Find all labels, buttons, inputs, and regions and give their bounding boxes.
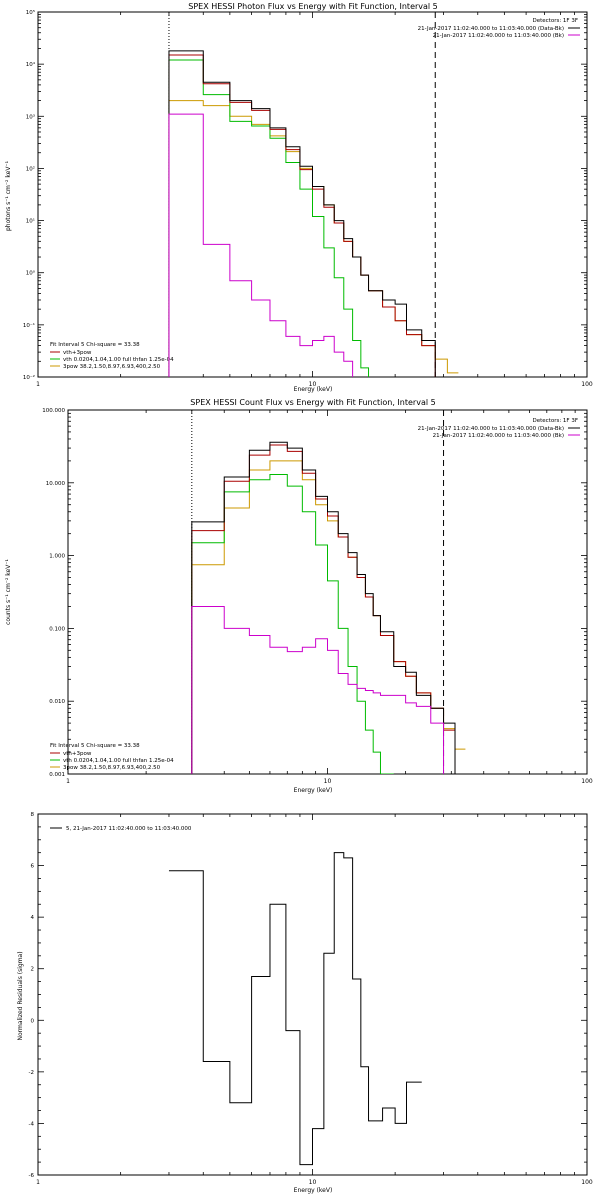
residuals-y-tick-label: 0	[31, 1018, 35, 1024]
residuals-y-tick-label: -4	[29, 1121, 35, 1127]
photon-flux-ylabel: photons s⁻¹ cm⁻² keV⁻¹	[5, 160, 12, 231]
count-flux-fit-header: Fit Interval 5 Chi-square = 33.38	[50, 743, 140, 749]
residuals-x-tick-label: 10	[309, 1179, 317, 1186]
residuals-series-layer	[168, 852, 422, 1166]
photon-flux-y-tick-label: 10⁴	[26, 61, 36, 68]
photon-flux-y-tick-label: 10⁰	[26, 270, 36, 277]
count-flux-x-tick-label: 10	[324, 778, 332, 785]
residuals-x-tick-label: 1	[36, 1179, 40, 1186]
photon-flux-series-data-bk	[168, 50, 436, 377]
count-flux-y-tick-label: 0.100	[49, 626, 65, 632]
count-flux-series-bk	[191, 605, 445, 774]
residuals-legend: 5, 21-Jan-2017 11:02:40.000 to 11:03:40.…	[66, 826, 192, 832]
count-flux-legend-vth: vth 0.0204,1.04,1.00 full thfan 1.25e-04	[63, 758, 174, 764]
count-flux-xlabel: Energy (keV)	[294, 787, 333, 794]
residuals-y-tick-label: -2	[29, 1070, 34, 1076]
residuals-y-tick-label: 2	[31, 967, 35, 973]
count-flux-series-layer	[191, 441, 466, 774]
photon-flux-x-tick-label: 1	[36, 381, 40, 388]
photon-flux-y-tick-label: 10³	[26, 113, 35, 120]
count-flux-plot: 1 10 100 0.001 0.010 0.100 1.000 10.000 100.000	[42, 408, 593, 785]
count-flux-detectors: Detectors: 1F 3F	[532, 418, 578, 424]
count-flux-legend-data-bk: 21-Jan-2017 11:02:40.000 to 11:03:40.000…	[418, 426, 564, 432]
residuals-y-tick-label: 8	[31, 812, 35, 818]
photon-flux-xlabel: Energy (keV)	[294, 386, 333, 393]
residuals-y-tick-label: 4	[31, 915, 35, 921]
count-flux-title: SPEX HESSI Count Flux vs Energy with Fit…	[190, 398, 435, 407]
photon-flux-detectors: Detectors: 1F 3F	[532, 18, 578, 24]
residuals-y-tick-label: 6	[31, 864, 35, 870]
photon-flux-y-tick-label: 10⁻²	[23, 374, 35, 381]
photon-flux-y-tick-label: 10⁵	[26, 9, 35, 16]
photon-flux-fit-header: Fit Interval 5 Chi-square = 33.38	[50, 342, 140, 348]
photon-flux-x-tick-label: 10	[309, 381, 317, 388]
count-flux-legend-3pow: 3pow 38.2,1.50,8.97,6.93,400,2.50	[63, 765, 161, 771]
photon-flux-legend-3pow: 3pow 38.2,1.50,8.97,6.93,400,2.50	[63, 364, 161, 370]
residuals-y-tick-label: -6	[29, 1173, 35, 1179]
photon-flux-series-bk	[168, 113, 423, 377]
count-flux-series-vth	[191, 474, 394, 774]
photon-flux-series-layer	[168, 50, 459, 377]
residuals-xlabel: Energy (keV)	[294, 1187, 333, 1194]
count-flux-panel: SPEX HESSI Count Flux vs Energy with Fit…	[5, 398, 593, 794]
count-flux-legend-bk: 21-Jan-2017 11:02:40.000 to 11:03:40.000…	[433, 433, 564, 439]
count-flux-y-tick-label: 10.000	[46, 481, 66, 487]
photon-flux-panel: SPEX HESSI Photon Flux vs Energy with Fi…	[5, 2, 593, 393]
photon-flux-legend-vth: vth 0.0204,1.04,1.00 full thfan 1.25e-04	[63, 357, 174, 363]
count-flux-y-tick-label: 100.000	[42, 408, 65, 414]
photon-flux-legend-fit: vth+3pow	[63, 350, 92, 356]
count-flux-x-tick-label: 1	[66, 778, 70, 785]
residuals-x-tick-label: 100	[581, 1179, 593, 1186]
photon-flux-x-tick-label: 100	[581, 381, 593, 388]
count-flux-x-tick-label: 100	[581, 778, 593, 785]
count-flux-y-tick-label: 1.000	[49, 554, 65, 560]
count-flux-series-data-bk	[191, 441, 456, 774]
photon-flux-legend-data-bk: 21-Jan-2017 11:02:40.000 to 11:03:40.000…	[418, 26, 564, 32]
photon-flux-y-tick-label: 10⁻¹	[23, 322, 35, 329]
photon-flux-plot: 1 10 100 10⁻² 10⁻¹ 10⁰ 10¹ 10² 10³ 10⁴ 10⁵	[23, 9, 593, 388]
count-flux-legend-fit: vth+3pow	[63, 751, 92, 757]
residuals-plot: 1 10 100 -6 -4 -2 0 2 4 6 8	[29, 812, 593, 1186]
residuals-panel: 5, 21-Jan-2017 11:02:40.000 to 11:03:40.…	[17, 812, 593, 1194]
photon-flux-legend-bk: 21-Jan-2017 11:02:40.000 to 11:03:40.000…	[433, 33, 564, 39]
count-flux-ylabel: counts s⁻¹ cm⁻² keV⁻¹	[5, 559, 12, 625]
residuals-ylabel: Normalized Residuals (sigma)	[17, 951, 24, 1040]
photon-flux-y-tick-label: 10¹	[26, 218, 35, 225]
count-flux-y-tick-label: 0.010	[49, 699, 65, 705]
residuals-series-5-21-jan-2017-11-02-40-000-to-11-03-40-000	[168, 852, 422, 1166]
count-flux-y-tick-label: 0.001	[49, 772, 65, 778]
photon-flux-y-tick-label: 10²	[26, 165, 35, 172]
photon-flux-series-vth	[168, 59, 370, 377]
photon-flux-title: SPEX HESSI Photon Flux vs Energy with Fi…	[188, 2, 438, 11]
